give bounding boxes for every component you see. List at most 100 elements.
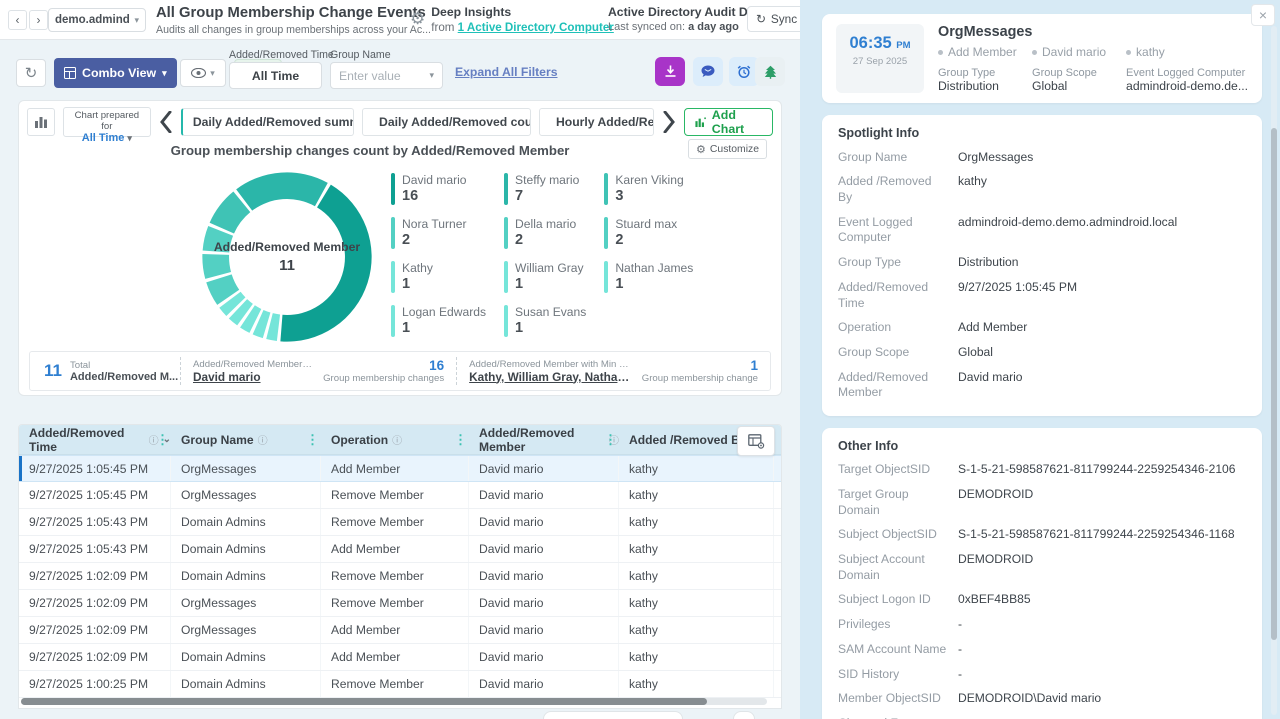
info-value: 9/27/2025 1:05:45 PM — [958, 280, 1246, 311]
table-row[interactable]: 9/27/2025 1:02:09 PMOrgMessagesAdd Membe… — [19, 617, 781, 644]
column-resize-handle[interactable]: ⋮ — [604, 432, 617, 448]
tabs-scroll-right-button[interactable] — [662, 109, 676, 135]
column-resize-handle[interactable]: ⋮ — [306, 432, 319, 448]
info-label: Group Scope — [838, 345, 958, 361]
column-resize-handle[interactable]: ⋮ — [156, 432, 169, 448]
add-chart-button[interactable]: Add Chart — [684, 108, 773, 136]
legend-item-logan-edwards[interactable]: Logan Edwards1 — [391, 305, 486, 337]
add-chart-label: Add Chart — [712, 108, 762, 136]
column-header-3[interactable]: Added/Removed Memberⓘ⋮ — [469, 425, 619, 454]
other-info-row-member-objectsid: Member ObjectSIDDEMODROID\David mario — [838, 687, 1246, 712]
scope-dropdown[interactable]: demo.admindroid... ▾ — [48, 8, 146, 32]
table-cell: Domain Admins — [171, 671, 321, 697]
chart-tab-1[interactable]: Daily Added/Removed count — [362, 108, 531, 136]
time-filter-value-button[interactable]: All Time — [229, 62, 322, 89]
column-visibility-button[interactable]: ▾ — [180, 59, 226, 87]
active-directory-computer-link[interactable]: 1 Active Directory Computer — [458, 21, 614, 34]
chart-type-button[interactable] — [27, 108, 55, 136]
donut-slice-della-mario[interactable] — [202, 254, 231, 279]
scope-dropdown-value: demo.admindroid... — [55, 14, 130, 26]
event-chips: Add MemberDavid mariokathyGroup TypeDist… — [938, 45, 1248, 93]
column-header-label: Added/Removed Time — [29, 426, 145, 454]
event-chip-label: Add Member — [948, 45, 1017, 59]
info-label: Operation — [838, 320, 958, 336]
table-cell: 9/27/2025 1:02:09 PM — [19, 590, 171, 616]
table-row[interactable]: 9/27/2025 1:05:45 PMOrgMessagesRemove Me… — [19, 482, 781, 509]
legend-item-david-mario[interactable]: David mario16 — [391, 173, 486, 205]
expand-all-filters-link[interactable]: Expand All Filters — [455, 65, 558, 79]
event-chip-label: David mario — [1042, 45, 1106, 59]
legend-value: 3 — [615, 188, 693, 205]
chart-tab-0[interactable]: Daily Added/Removed summary — [181, 108, 354, 136]
horizontal-scrollbar-thumb[interactable] — [21, 698, 707, 705]
legend-item-stuard-max[interactable]: Stuard max2 — [604, 217, 693, 249]
summary-max-name[interactable]: David mario — [193, 370, 313, 384]
chart-tab-2[interactable]: Hourly Added/Re — [539, 108, 654, 136]
close-panel-button[interactable]: × — [1251, 4, 1275, 26]
table-row[interactable]: 9/27/2025 1:02:09 PMOrgMessagesRemove Me… — [19, 590, 781, 617]
legend-item-steffy-mario[interactable]: Steffy mario7 — [504, 173, 586, 205]
table-row[interactable]: 9/27/2025 1:05:43 PMDomain AdminsAdd Mem… — [19, 536, 781, 563]
legend-value: 1 — [515, 276, 586, 293]
audit-data-title: Active Directory Audit Data — [608, 5, 765, 19]
pagination-control-cutoff[interactable] — [543, 711, 683, 719]
spotlight-info-title: Spotlight Info — [838, 126, 1246, 140]
group-name-filter-input[interactable]: Enter value ▾ — [330, 62, 443, 89]
column-header-1[interactable]: Group Nameⓘ⋮ — [171, 425, 321, 454]
legend-item-nathan-james[interactable]: Nathan James1 — [604, 261, 693, 293]
panel-scrollbar-thumb[interactable] — [1271, 128, 1277, 640]
table-row[interactable]: 9/27/2025 1:00:25 PMDomain AdminsRemove … — [19, 671, 781, 698]
add-chart-icon — [695, 116, 706, 128]
info-value: 0xBEF4BB85 — [958, 592, 1246, 608]
info-value: S-1-5-21-598587621-811799244-2259254346-… — [958, 527, 1246, 543]
legend-item-susan-evans[interactable]: Susan Evans1 — [504, 305, 586, 337]
column-settings-button[interactable] — [737, 426, 775, 456]
table-row[interactable]: 9/27/2025 1:05:45 PMOrgMessagesAdd Membe… — [19, 455, 781, 482]
feedback-chat-button[interactable] — [693, 57, 723, 86]
notification-bell-button[interactable] — [755, 57, 785, 86]
info-value: kathy — [958, 174, 1246, 205]
legend-item-nora-turner[interactable]: Nora Turner2 — [391, 217, 486, 249]
time-filter-value: All Time — [252, 69, 299, 83]
view-type-dropdown[interactable]: Combo View ▾ — [54, 58, 177, 88]
legend-item-william-gray[interactable]: William Gray1 — [504, 261, 586, 293]
table-row[interactable]: 9/27/2025 1:02:09 PMDomain AdminsRemove … — [19, 563, 781, 590]
legend-value: 1 — [515, 320, 586, 337]
pagination-control-cutoff[interactable] — [733, 711, 755, 719]
spotlight-row-event-logged-computer: Event Logged Computeradmindroid-demo.dem… — [838, 210, 1246, 250]
info-value: S-1-5-21-598587621-811799244-2259254346-… — [958, 462, 1246, 478]
export-download-button[interactable] — [655, 57, 685, 86]
donut-slice-steffy-mario[interactable] — [236, 172, 328, 210]
column-header-2[interactable]: Operationⓘ⋮ — [321, 425, 469, 454]
horizontal-scrollbar-track[interactable] — [21, 698, 767, 705]
legend-item-della-mario[interactable]: Della mario2 — [504, 217, 586, 249]
tabs-scroll-left-button[interactable] — [159, 109, 173, 135]
table-cell: Domain Admins — [171, 563, 321, 589]
legend-color-bar — [391, 261, 395, 293]
info-value: Global — [958, 345, 1246, 361]
table-row[interactable]: 9/27/2025 1:05:43 PMDomain AdminsRemove … — [19, 509, 781, 536]
table-cell: OrgMessages — [171, 482, 321, 508]
table-cell: David mario — [469, 482, 619, 508]
donut-slice-david-mario[interactable] — [280, 185, 371, 342]
event-date: 27 Sep 2025 — [840, 56, 920, 67]
column-resize-handle[interactable]: ⋮ — [454, 432, 467, 448]
summary-max-title: Added/Removed Member with Max Group memb… — [193, 359, 313, 370]
legend-item-karen-viking[interactable]: Karen Viking3 — [604, 173, 693, 205]
field-label: Group Scope — [1032, 67, 1118, 79]
legend-item-kathy[interactable]: Kathy1 — [391, 261, 486, 293]
forward-button[interactable]: › — [29, 10, 48, 30]
refresh-button[interactable]: ↻ — [16, 59, 46, 87]
table-cell: kathy — [619, 509, 774, 535]
table-row[interactable]: 9/27/2025 1:02:09 PMDomain AdminsAdd Mem… — [19, 644, 781, 671]
summary-min-name[interactable]: Kathy, William Gray, Nathan James, Logan… — [469, 370, 632, 384]
chart-prepared-for-button[interactable]: Chart prepared for All Time ▾ — [63, 107, 152, 137]
info-value: OrgMessages — [958, 150, 1246, 166]
table-cell: 9/27/2025 1:05:45 PM — [19, 456, 171, 481]
chevron-down-icon: ▾ — [210, 68, 215, 79]
legend-name: Nora Turner — [402, 217, 486, 232]
column-header-0[interactable]: Added/Removed Timeⓘ⌄⋮ — [19, 425, 171, 454]
legend-name: Susan Evans — [515, 305, 586, 320]
table-cell: Remove Member — [321, 482, 469, 508]
back-button[interactable]: ‹ — [8, 10, 27, 30]
